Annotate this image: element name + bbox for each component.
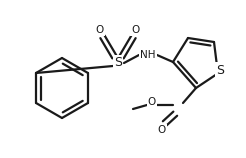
Text: O: O xyxy=(131,25,139,35)
Text: NH: NH xyxy=(140,50,156,60)
Text: O: O xyxy=(148,97,156,107)
Text: O: O xyxy=(158,125,166,135)
Text: S: S xyxy=(114,57,122,70)
Text: O: O xyxy=(96,25,104,35)
Text: S: S xyxy=(216,64,224,76)
